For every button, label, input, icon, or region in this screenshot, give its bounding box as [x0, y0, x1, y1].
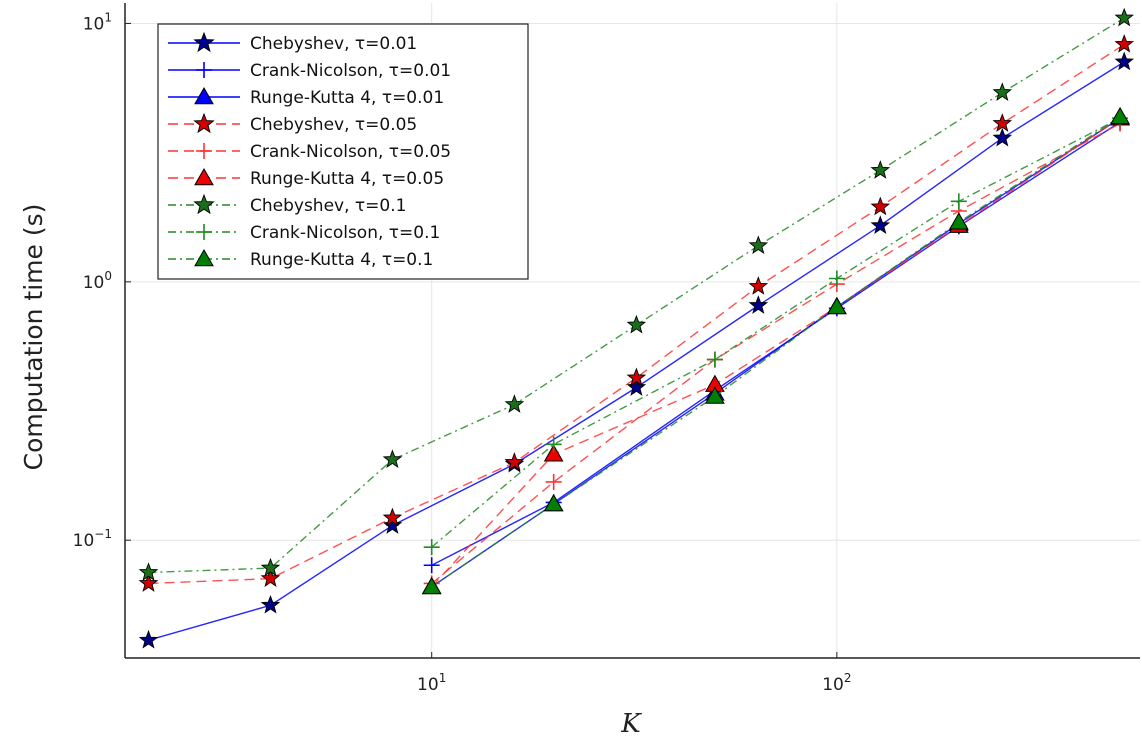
- series-line: [431, 122, 1121, 585]
- legend-item: Chebyshev, τ=0.1: [168, 193, 406, 216]
- triangle-marker: [194, 248, 214, 267]
- legend: Chebyshev, τ=0.01 Crank-Nicolson, τ=0.01 R…: [157, 23, 529, 280]
- triangle-marker: [543, 444, 564, 462]
- legend-label: Crank-Nicolson, τ=0.1: [250, 223, 440, 243]
- x-tick-label: 102: [822, 671, 851, 695]
- legend-item: Crank-Nicolson, τ=0.05: [168, 142, 451, 162]
- legend-item: Runge-Kutta 4, τ=0.01: [168, 86, 444, 108]
- cross-marker: [706, 351, 723, 368]
- legend-item: Chebyshev, τ=0.05: [168, 112, 417, 135]
- star-marker: [260, 595, 281, 614]
- star-marker: [626, 377, 647, 396]
- legend-label: Chebyshev, τ=0.01: [250, 34, 417, 54]
- legend-item: Chebyshev, τ=0.01: [168, 31, 417, 54]
- star-marker: [382, 449, 403, 468]
- cross-marker: [423, 539, 440, 556]
- star-marker: [748, 276, 769, 295]
- legend-label: Runge-Kutta 4, τ=0.1: [250, 250, 433, 270]
- legend-item: Runge-Kutta 4, τ=0.1: [168, 248, 433, 270]
- star-marker: [382, 515, 403, 534]
- legend-label: Chebyshev, τ=0.1: [250, 196, 406, 216]
- triangle-marker: [705, 386, 725, 404]
- star-marker: [748, 235, 769, 255]
- legend-label: Crank-Nicolson, τ=0.05: [250, 142, 451, 162]
- star-marker: [992, 82, 1012, 101]
- x-axis-label: K: [620, 709, 642, 739]
- star-marker: [193, 193, 215, 215]
- series-line: [431, 117, 1121, 588]
- series-line: [148, 43, 1125, 585]
- triangle-marker: [543, 494, 564, 512]
- star-marker: [626, 314, 647, 334]
- star-marker: [260, 568, 281, 587]
- series-3: [138, 34, 1135, 592]
- star-marker: [992, 127, 1012, 147]
- cross-marker: [423, 557, 440, 574]
- cross-marker: [828, 270, 845, 287]
- star-marker: [1114, 51, 1135, 71]
- star-marker: [138, 573, 159, 592]
- series-line: [431, 117, 1121, 588]
- y-axis-label: Computation time (s): [19, 204, 48, 471]
- star-marker: [193, 112, 215, 134]
- star-marker: [626, 367, 647, 387]
- star-marker: [992, 113, 1012, 132]
- star-marker: [870, 196, 891, 216]
- triangle-marker: [194, 86, 214, 105]
- star-marker: [504, 394, 525, 413]
- series-line: [431, 117, 1121, 548]
- star-marker: [504, 452, 525, 471]
- star-marker: [138, 562, 159, 581]
- star-marker: [870, 215, 891, 234]
- series-layer: [138, 7, 1135, 649]
- star-marker: [138, 629, 159, 649]
- legend-item: Runge-Kutta 4, τ=0.05: [168, 167, 444, 189]
- star-marker: [870, 160, 891, 179]
- axes: 101 102 10−1 100 101: [73, 3, 1140, 695]
- legend-label: Chebyshev, τ=0.05: [250, 115, 417, 135]
- triangle-marker: [948, 212, 969, 230]
- legend-item: Crank-Nicolson, τ=0.01: [168, 61, 451, 81]
- y-tick-label: 100: [83, 269, 112, 293]
- legend-label: Runge-Kutta 4, τ=0.05: [250, 169, 444, 189]
- cross-marker: [545, 473, 562, 490]
- triangle-marker: [421, 576, 442, 595]
- star-marker: [1114, 7, 1135, 27]
- x-tick-label: 101: [417, 671, 446, 695]
- cross-marker: [196, 224, 212, 240]
- legend-item: Crank-Nicolson, τ=0.1: [168, 223, 440, 243]
- cross-marker: [950, 193, 967, 210]
- series-line: [431, 116, 1121, 588]
- cross-marker: [196, 62, 212, 78]
- series-6: [138, 7, 1135, 581]
- star-marker: [1114, 34, 1135, 53]
- legend-label: Crank-Nicolson, τ=0.01: [250, 61, 451, 81]
- y-tick-label: 101: [83, 10, 112, 34]
- star-marker: [382, 507, 403, 527]
- triangle-marker: [826, 296, 847, 315]
- cross-marker: [196, 143, 212, 159]
- star-marker: [260, 557, 281, 577]
- triangle-marker: [1110, 106, 1130, 125]
- cross-marker: [545, 436, 562, 453]
- series-8: [421, 106, 1130, 595]
- y-tick-label: 10−1: [73, 527, 112, 551]
- star-marker: [193, 31, 215, 53]
- star-marker: [748, 295, 769, 314]
- triangle-marker: [194, 167, 214, 186]
- legend-label: Runge-Kutta 4, τ=0.01: [250, 88, 444, 108]
